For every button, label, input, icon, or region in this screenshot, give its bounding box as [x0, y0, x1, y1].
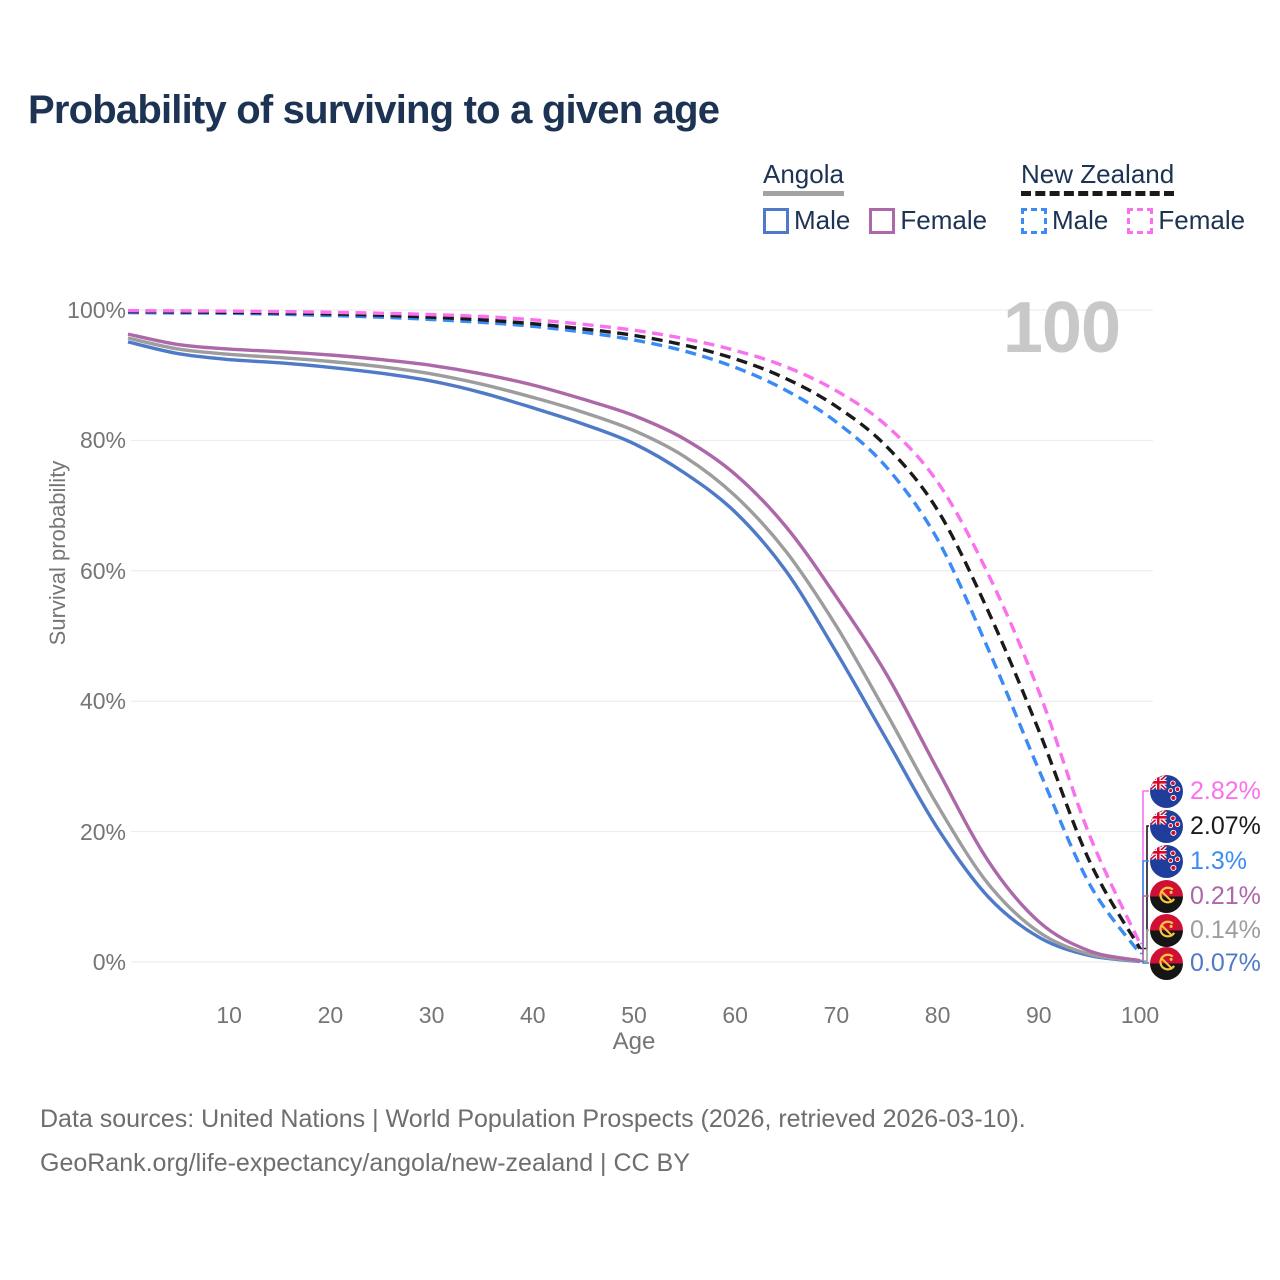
legend-swatch-icon	[1127, 207, 1154, 234]
new-zealand-flag-icon	[1150, 774, 1183, 808]
angola-flag-icon	[1150, 879, 1183, 913]
legend-group-angola: Angola Male Female	[763, 160, 987, 236]
legend-swatch-icon	[763, 207, 789, 234]
x-tick-label: 30	[418, 1002, 445, 1028]
y-axis-title: Survival probability	[45, 460, 70, 646]
legend-item-label: Female	[900, 205, 988, 235]
end-label-value: 2.07%	[1190, 811, 1261, 840]
end-label-value: 0.14%	[1190, 915, 1261, 944]
x-tick-label: 90	[1026, 1002, 1052, 1028]
legend-swatch-icon	[1021, 207, 1047, 234]
age-watermark: 100	[1002, 288, 1121, 368]
angola-flag-icon	[1150, 946, 1183, 980]
series-line-new-zealand-male[interactable]	[127, 310, 1142, 955]
legend-group-title-new-zealand[interactable]: New Zealand	[1021, 159, 1175, 196]
end-label-row: 2.82%	[1150, 774, 1261, 808]
x-axis-title: Age	[612, 1028, 656, 1055]
x-tick-label: 60	[722, 1002, 748, 1028]
legend-item-angola-female[interactable]: Female	[869, 205, 987, 236]
legend-item-label: Female	[1158, 205, 1246, 235]
series-line-angola-male[interactable]	[127, 340, 1141, 964]
data-source-line2: GeoRank.org/life-expectancy/angola/new-z…	[40, 1149, 690, 1177]
legend-group-new-zealand: New Zealand Male Female	[1021, 160, 1245, 236]
new-zealand-flag-icon	[1150, 844, 1183, 878]
series-line-new-zealand-female[interactable]	[127, 309, 1142, 945]
series-line-new-zealand-both-sexes[interactable]	[127, 309, 1142, 950]
legend-swatch-icon	[869, 207, 896, 234]
legend-item-label: Male	[794, 205, 851, 235]
data-source: Data sources: United Nations | World Pop…	[40, 1097, 1026, 1185]
legend-group-label: New Zealand	[1021, 159, 1175, 189]
new-zealand-flag-icon	[1150, 809, 1183, 843]
y-tick-label: 100%	[67, 297, 126, 323]
chart-title: Probability of surviving to a given age	[28, 88, 720, 132]
end-label-value: 2.82%	[1190, 776, 1261, 805]
leader-line	[1140, 929, 1149, 962]
end-label-row: 0.21%	[1150, 879, 1261, 913]
leader-line	[1140, 960, 1149, 964]
y-tick-label: 60%	[79, 557, 126, 584]
end-label-row: 0.07%	[1150, 946, 1261, 980]
legend-item-label: Male	[1052, 205, 1109, 235]
end-label-row: 1.3%	[1150, 844, 1247, 878]
y-tick-label: 40%	[79, 688, 126, 715]
x-tick-label: 40	[520, 1002, 546, 1028]
end-label-value: 1.3%	[1190, 846, 1247, 875]
series-line-angola-female[interactable]	[127, 332, 1141, 963]
x-tick-label: 50	[621, 1002, 647, 1028]
legend-group-label: Angola	[763, 159, 844, 189]
x-tick-label: 10	[216, 1002, 242, 1028]
x-tick-label: 80	[924, 1002, 951, 1028]
x-tick-label: 100	[1120, 1002, 1160, 1028]
y-tick-label: 80%	[79, 427, 126, 454]
end-label-value: 0.07%	[1190, 948, 1261, 977]
x-tick-label: 20	[317, 1002, 344, 1028]
end-label-row: 0.14%	[1150, 913, 1261, 947]
series-line-angola-both-sexes[interactable]	[127, 336, 1141, 963]
legend-item-angola-male[interactable]: Male	[763, 205, 850, 236]
data-source-line1: Data sources: United Nations | World Pop…	[40, 1105, 1026, 1133]
legend-item-new-zealand-male[interactable]: Male	[1021, 205, 1108, 236]
end-label-row: 2.07%	[1150, 809, 1261, 843]
y-tick-label: 0%	[92, 949, 126, 975]
legend-item-new-zealand-female[interactable]: Female	[1127, 205, 1245, 236]
x-tick-label: 70	[823, 1002, 850, 1028]
legend-group-title-angola[interactable]: Angola	[763, 160, 844, 196]
y-tick-label: 20%	[79, 818, 126, 845]
end-label-value: 0.21%	[1190, 881, 1261, 910]
angola-flag-icon	[1150, 913, 1183, 947]
